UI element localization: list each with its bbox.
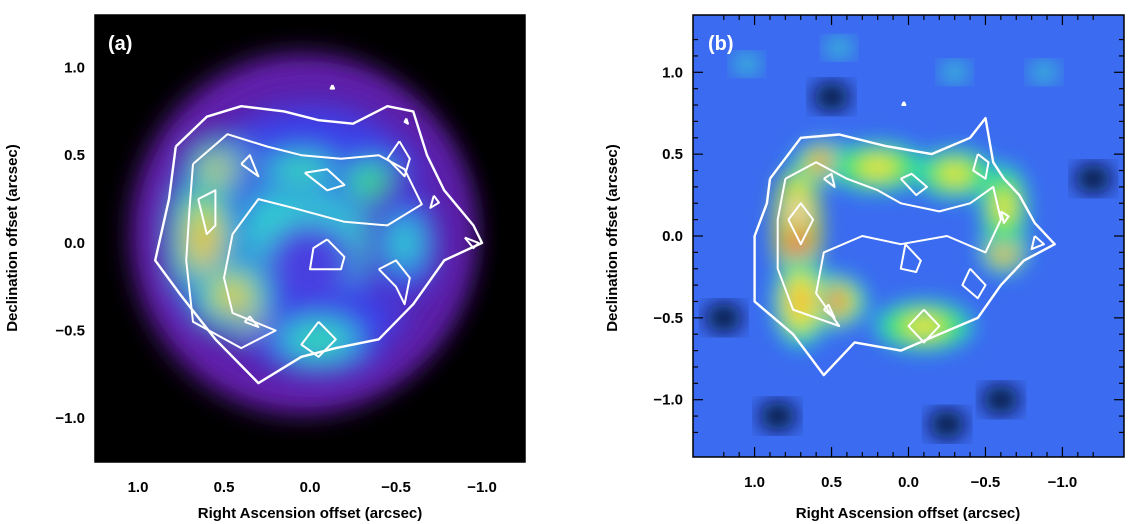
panel-a-ylabel: Declination offset (arcsec) [4,144,21,332]
panel-a-emission-blob-10-4 [301,252,319,269]
panel-b-contour-9 [999,210,1010,224]
panel-b-contour-5 [972,153,990,180]
panel-b-ylabel: Declination offset (arcsec) [604,144,621,332]
panel-a-contour-1 [185,133,423,350]
panel-b-xtick-label: 0.0 [898,474,919,491]
panel-a-emission-blob-9-4 [305,332,333,347]
panel-b-emission-blob-5-4 [946,168,963,179]
panel-b-ytick-label: −1.0 [653,392,683,409]
panel-b-xtick-label: −1.0 [1048,474,1078,491]
panel-b-contour-2 [787,202,815,246]
panel-a-contour-12 [403,117,409,125]
panel-b-dark-spot-3 [813,82,850,111]
panel-b-contour-6 [899,243,922,273]
panel-b-xtick-label: 0.5 [821,474,842,491]
panel-b-contour-0 [753,116,1056,377]
panel-b-ytick-label: 1.0 [662,64,683,81]
panel-b-contour-4 [900,172,928,197]
panel-b-background [693,15,1124,457]
panel-a-xtick-label: −0.5 [381,479,411,496]
panel-a-label: (a) [108,33,132,55]
panel-b-dark-spot-5 [705,303,742,332]
panel-b-ytick-label: 0.0 [662,228,683,245]
panel-a-contour-13 [329,84,336,90]
panel-a-ytick-label: 0.5 [64,147,85,164]
panel-a-emission-blob-7-4 [362,174,379,189]
panel-a-xtick-label: 0.0 [300,479,321,496]
panel-a-contour-5 [386,140,411,178]
panel-b-contour-12 [901,101,907,106]
panel-a-ytick-label: −0.5 [55,323,85,340]
panel-a-ytick-labels: 1.0 0.5 0.0 −0.5 −1.0 [55,60,85,428]
panel-b-cyan-spot-0 [825,37,854,58]
panel-b-emission-blob-9-4 [795,292,807,311]
panel-a-emission-blob-6-4 [288,163,314,175]
panel-b-contours [753,101,1056,377]
panel-b-ytick-label: 0.5 [662,146,683,163]
panel-b-contour-11 [907,309,941,344]
panel-a-ytick-label: −1.0 [55,410,85,427]
panel-a-xtick-label: −1.0 [467,479,497,496]
panel-a-ytick-label: 1.0 [64,60,85,77]
panel-a-contour-9 [429,195,440,209]
panel-b-cyan-spot-1 [940,62,969,83]
panel-a-xtick-labels: 1.0 0.5 0.0 −0.5 −1.0 [128,479,497,496]
panel-b-contour-7 [961,268,987,300]
panel-a-contour-8 [464,236,480,250]
panel-a-contour-4 [304,168,346,192]
panel-b-dark-spot-0 [759,402,796,431]
panel-b-ytick-labels: 1.0 0.5 0.0 −0.5 −1.0 [653,64,683,408]
panel-a-contour-7 [378,259,411,306]
panel-a-contour-2 [197,189,217,236]
panel-a-contours [153,84,484,385]
panel-a-image [132,55,471,413]
panel-a-contour-0 [153,104,484,385]
panel-a-contour-3 [240,154,260,178]
panel-b-xlabel: Right Ascension offset (arcsec) [796,505,1021,522]
panel-b-contour-1 [776,161,1002,327]
panel-b-dark-spot-1 [982,385,1019,414]
panel-b-ticks [693,15,1124,457]
panel-b-dark-spot-4 [928,410,965,439]
panel-b-emission-blob-4-4 [867,162,888,173]
panel-a-xtick-label: 0.5 [214,479,235,496]
panel-a-contour-6 [309,238,346,271]
panel-b-dark-spot-2 [1075,164,1112,193]
panel-a-ticks [95,15,525,462]
panel-a-xtick-label: 1.0 [128,479,149,496]
panel-b-contour-10 [823,303,836,319]
panel-b-contour-3 [823,172,836,188]
panel-b-xtick-label: −0.5 [971,474,1001,491]
panel-a: 1.0 0.5 0.0 −0.5 −1.0 1.00.50.0−0.5−1.0 (a) … [4,14,526,522]
panel-a-emission-blob-1-4 [196,222,211,256]
panel-b-label: (b) [708,33,734,55]
panel-b-contour-8 [1030,235,1045,251]
panel-a-contour-11 [300,321,337,358]
panel-b: 1.0 0.5 0.0 −0.5 −1.0 1.00.50.0−0.5−1.0 (b) … [604,14,1125,522]
panel-b-ytick-label: −0.5 [653,310,683,327]
panel-b-xtick-labels: 1.0 0.5 0.0 −0.5 −1.0 [744,474,1077,491]
panel-a-emission-blob-8-4 [396,229,413,257]
panel-b-emission-blob-8-4 [913,320,934,332]
panel-b-cyan-spot-3 [732,54,761,75]
panel-a-contour-10 [243,315,260,328]
panel-a-xlabel: Right Ascension offset (arcsec) [198,505,423,522]
panel-b-cyan-spot-2 [1029,62,1058,83]
panel-b-xtick-label: 1.0 [744,474,765,491]
panel-a-ytick-label: 0.0 [64,235,85,252]
